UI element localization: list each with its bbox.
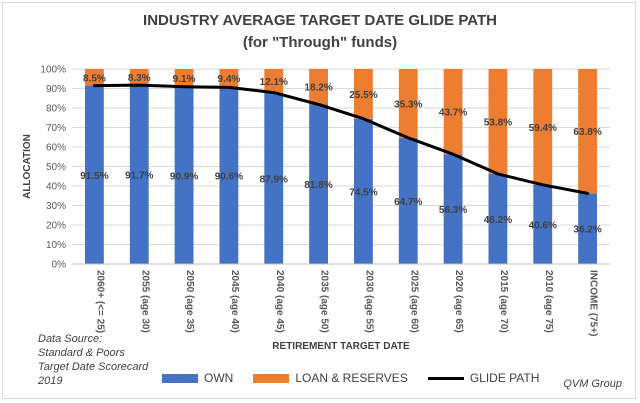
legend-swatch-own	[162, 373, 198, 383]
chart-subtitle: (for "Through" funds)	[242, 34, 398, 51]
data-label-own: 91.7%	[125, 171, 153, 182]
data-label-own: 46.2%	[484, 215, 512, 226]
data-label-loan-reserves: 9.1%	[173, 74, 196, 85]
glide-path-line	[92, 83, 590, 195]
data-label-own: 36.2%	[573, 225, 601, 236]
y-tick-label: 70%	[46, 123, 66, 134]
x-tick-label: 2025 (age 60)	[408, 270, 419, 333]
data-label-own: 81.8%	[304, 180, 332, 191]
x-tick-label: 2010 (age 75)	[543, 270, 554, 333]
bar-loan-reserves	[309, 69, 328, 105]
y-tick-label: 20%	[46, 221, 66, 232]
chart-legend: OWN LOAN & RESERVES GLIDE PATH	[162, 369, 559, 387]
bar-loan-reserves	[264, 69, 284, 93]
data-label-own: 74.5%	[349, 187, 377, 198]
legend-item-loan-reserves: LOAN & RESERVES	[253, 371, 408, 385]
x-tick-label: 2015 (age 70)	[498, 270, 509, 333]
bar-loan-reserves	[219, 69, 239, 88]
y-tick-label: 80%	[46, 104, 66, 115]
y-tick-label: 30%	[46, 201, 66, 212]
x-tick-label: 2050 (age 35)	[184, 270, 195, 333]
bar-own	[398, 137, 418, 264]
legend-label-loan-reserves: LOAN & RESERVES	[295, 371, 408, 385]
x-tick-label: 2060+ (<= 25)	[94, 270, 105, 333]
bar-own	[309, 104, 328, 265]
y-tick-label: 90%	[46, 84, 66, 95]
bar-loan-reserves	[533, 69, 553, 185]
data-label-own: 90.9%	[170, 171, 198, 182]
x-tick-label: INCOME (75+)	[588, 270, 599, 336]
data-label-loan-reserves: 9.4%	[218, 74, 241, 85]
y-tick-label: 50%	[46, 162, 66, 173]
bar-own	[174, 86, 194, 265]
source-line-4: 2019	[38, 375, 63, 387]
x-axis-title: RETIREMENT TARGET DATE	[272, 341, 410, 352]
source-line-3: Target Date Scorecard	[38, 361, 149, 373]
bar-loan-reserves	[443, 69, 463, 155]
legend-label-own: OWN	[204, 371, 234, 385]
y-axis-title: ALLOCATION	[22, 134, 33, 199]
data-label-loan-reserves: 18.2%	[304, 83, 332, 94]
data-label-loan-reserves: 43.7%	[439, 108, 467, 119]
bar-own	[264, 92, 284, 264]
legend-swatch-loan-reserves	[253, 373, 290, 383]
bar-loan-reserves	[129, 69, 149, 86]
data-label-loan-reserves: 35.3%	[394, 99, 422, 110]
chart-frame	[2, 2, 636, 399]
source-line-1: Data Source:	[38, 333, 103, 345]
bar-loan-reserves	[85, 69, 104, 86]
x-tick-label: 2040 (age 45)	[274, 270, 285, 333]
data-label-loan-reserves: 59.4%	[529, 123, 557, 134]
y-tick-label: 10%	[46, 240, 66, 251]
bar-own	[85, 85, 104, 264]
x-tick-label: 2055 (age 30)	[139, 270, 150, 333]
y-tick-label: 0%	[52, 260, 67, 271]
y-tick-label: 60%	[46, 143, 66, 154]
legend-item-own: OWN	[162, 371, 233, 385]
data-label-own: 56.3%	[439, 205, 467, 216]
bar-loan-reserves	[578, 69, 597, 194]
bar-own	[354, 118, 373, 264]
data-label-loan-reserves: 12.1%	[260, 77, 288, 88]
data-label-own: 87.9%	[260, 174, 288, 185]
data-label-own: 40.6%	[529, 220, 557, 231]
legend-label-glide-path: GLIDE PATH	[469, 371, 540, 385]
data-label-loan-reserves: 25.5%	[349, 90, 377, 101]
x-tick-label: 2030 (age 55)	[363, 270, 374, 333]
bar-own	[488, 173, 508, 264]
legend-swatch-glide-path	[427, 376, 464, 380]
legend-item-glide-path: GLIDE PATH	[427, 371, 540, 385]
bar-loan-reserves	[398, 69, 418, 138]
bar-own	[219, 87, 239, 264]
bar-own	[129, 85, 149, 264]
chart-title: INDUSTRY AVERAGE TARGET DATE GLIDE PATH	[143, 12, 497, 29]
x-tick-label: 2045 (age 40)	[229, 270, 240, 333]
bar-loan-reserves	[488, 69, 508, 174]
brand-label: QVM Group	[563, 378, 622, 390]
data-label-loan-reserves: 53.8%	[484, 117, 512, 128]
bar-loan-reserves	[174, 69, 194, 87]
bar-own	[443, 154, 463, 264]
data-label-own: 90.6%	[215, 172, 243, 183]
x-tick-label: 2020 (age 65)	[453, 270, 464, 333]
data-label-loan-reserves: 8.5%	[83, 73, 106, 84]
data-label-own: 64.7%	[394, 197, 422, 208]
y-tick-label: 100%	[40, 65, 66, 76]
bar-loan-reserves	[354, 69, 373, 119]
source-line-2: Standard & Poors	[38, 347, 125, 359]
data-label-own: 91.5%	[80, 171, 108, 182]
x-tick-label: 2035 (age 50)	[319, 270, 330, 333]
bar-own	[578, 193, 597, 264]
data-label-loan-reserves: 63.8%	[573, 127, 601, 138]
data-label-loan-reserves: 8.3%	[128, 73, 151, 84]
bar-own	[533, 184, 553, 264]
y-tick-label: 40%	[46, 182, 66, 193]
